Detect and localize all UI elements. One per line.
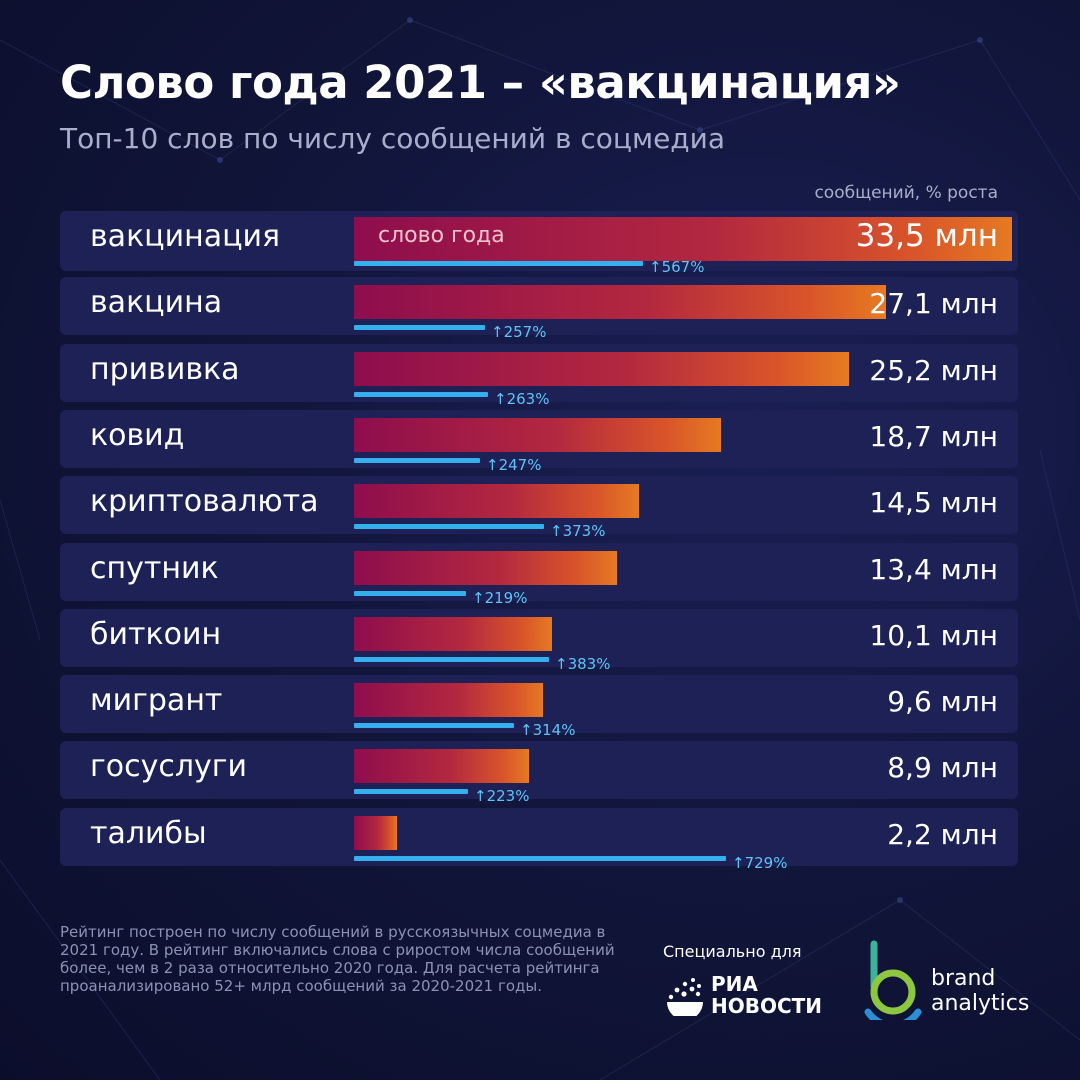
page-subtitle: Топ-10 слов по числу сообщений в соцмеди… (60, 122, 726, 155)
value-bar (354, 352, 849, 386)
ria-novosti-logo: РИА НОВОСТИ (663, 972, 833, 1018)
chart-row: талибы ↑729% 2,2 млн (60, 808, 1018, 872)
value-bar (354, 617, 552, 651)
category-label: вакцинация (90, 219, 281, 254)
growth-line (354, 392, 488, 397)
growth-label: ↑729% (732, 854, 787, 872)
arrow-up-icon: ↑ (550, 522, 563, 540)
growth-label: ↑263% (494, 390, 549, 408)
arrow-up-icon: ↑ (474, 787, 487, 805)
chart-row: мигрант ↑314% 9,6 млн (60, 675, 1018, 739)
value-label: 14,5 млн (869, 486, 998, 519)
category-label: вакцина (90, 285, 223, 320)
growth-label: ↑247% (486, 456, 541, 474)
growth-label: ↑383% (555, 655, 610, 673)
value-label: 9,6 млн (887, 685, 998, 718)
growth-line (354, 789, 468, 794)
unit-label: сообщений, % роста (814, 183, 998, 203)
growth-line (354, 856, 726, 861)
arrow-up-icon: ↑ (520, 721, 533, 739)
footnote: Рейтинг построен по числу сообщений в ру… (60, 923, 615, 995)
arrow-up-icon: ↑ (472, 589, 485, 607)
value-label: 2,2 млн (887, 818, 998, 851)
growth-label: ↑373% (550, 522, 605, 540)
growth-line (354, 325, 485, 330)
ba-logo-line1: brand (931, 966, 996, 991)
value-bar (354, 551, 617, 585)
arrow-up-icon: ↑ (494, 390, 507, 408)
value-label: 33,5 млн (855, 218, 998, 254)
value-bar (354, 418, 721, 452)
chart-row: вакцинация слово года ↑567% 33,5 млн (60, 211, 1018, 276)
arrow-up-icon: ↑ (555, 655, 568, 673)
growth-label: ↑567% (649, 258, 704, 276)
category-label: мигрант (90, 683, 223, 718)
growth-value: 373% (562, 522, 606, 540)
growth-line (354, 657, 549, 662)
value-bar (354, 484, 639, 518)
growth-value: 263% (506, 390, 550, 408)
growth-value: 257% (503, 323, 547, 341)
growth-label: ↑257% (491, 323, 546, 341)
category-label: ковид (90, 418, 185, 453)
value-label: 25,2 млн (869, 354, 998, 387)
growth-label: ↑219% (472, 589, 527, 607)
arrow-up-icon: ↑ (491, 323, 504, 341)
chart-row: ковид ↑247% 18,7 млн (60, 410, 1018, 474)
growth-value: 383% (567, 655, 611, 673)
ria-logo-line2: НОВОСТИ (711, 994, 823, 1018)
value-label: 18,7 млн (869, 420, 998, 453)
arrow-up-icon: ↑ (649, 258, 662, 276)
chart-row: госуслуги ↑223% 8,9 млн (60, 741, 1018, 805)
value-bar (354, 217, 1012, 261)
growth-line (354, 261, 643, 266)
category-label: прививка (90, 352, 240, 387)
category-label: спутник (90, 551, 219, 586)
word-of-year-label: слово года (378, 223, 505, 248)
page-title: Слово года 2021 – «вакцинация» (60, 56, 901, 109)
ba-logo-line2: analytics (931, 991, 1030, 1016)
growth-value: 223% (486, 787, 530, 805)
arrow-up-icon: ↑ (732, 854, 745, 872)
chart-row: криптовалюта ↑373% 14,5 млн (60, 476, 1018, 540)
value-bar (354, 683, 543, 717)
arrow-up-icon: ↑ (486, 456, 499, 474)
value-bar (354, 749, 529, 783)
growth-line (354, 524, 544, 529)
value-label: 27,1 млн (869, 287, 998, 320)
growth-line (354, 591, 466, 596)
growth-line (354, 458, 480, 463)
chart-row: прививка ↑263% 25,2 млн (60, 344, 1018, 408)
chart-row: спутник ↑219% 13,4 млн (60, 543, 1018, 607)
ria-globe-icon (667, 978, 703, 1016)
growth-label: ↑314% (520, 721, 575, 739)
value-bar (354, 816, 397, 850)
brand-analytics-b-icon (864, 940, 922, 1020)
category-label: госуслуги (90, 749, 248, 784)
ria-logo-line1: РИА (711, 972, 758, 996)
growth-value: 567% (661, 258, 705, 276)
value-label: 8,9 млн (887, 751, 998, 784)
chart-row: биткоин ↑383% 10,1 млн (60, 609, 1018, 673)
category-label: биткоин (90, 617, 222, 652)
value-label: 10,1 млн (869, 619, 998, 652)
growth-value: 729% (744, 854, 788, 872)
growth-value: 219% (484, 589, 528, 607)
category-label: талибы (90, 816, 207, 851)
growth-value: 247% (498, 456, 542, 474)
growth-line (354, 723, 514, 728)
brand-analytics-logo: brand analytics (862, 940, 1042, 1020)
growth-label: ↑223% (474, 787, 529, 805)
growth-value: 314% (532, 721, 576, 739)
special-for-label: Специально для (663, 942, 802, 961)
value-label: 13,4 млн (869, 553, 998, 586)
chart-row: вакцина ↑257% 27,1 млн (60, 277, 1018, 341)
value-bar (354, 285, 886, 319)
category-label: криптовалюта (90, 484, 319, 519)
